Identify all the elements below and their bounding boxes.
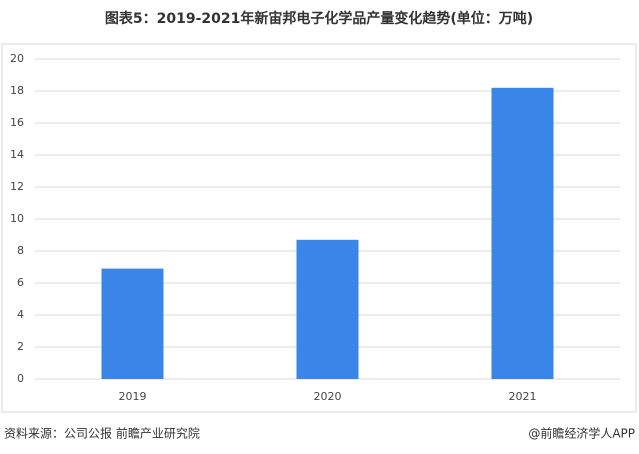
x-tick-label: 2019 bbox=[119, 390, 147, 403]
y-tick-label: 2 bbox=[17, 340, 24, 353]
x-tick-label: 2021 bbox=[509, 390, 537, 403]
source-note: 资料来源：公司公报 前瞻产业研究院 bbox=[4, 426, 200, 441]
y-tick-label: 4 bbox=[17, 308, 24, 321]
y-tick-label: 12 bbox=[10, 180, 24, 193]
y-tick-label: 18 bbox=[10, 84, 24, 97]
y-tick-label: 8 bbox=[17, 244, 24, 257]
plot-frame bbox=[1, 43, 637, 413]
x-tick-label: 2020 bbox=[314, 390, 342, 403]
y-tick-label: 14 bbox=[10, 148, 24, 161]
bar bbox=[491, 87, 554, 380]
chart-title: 图表5：2019-2021年新宙邦电子化学品产量变化趋势(单位：万吨) bbox=[105, 10, 533, 27]
y-tick-label: 0 bbox=[17, 372, 24, 385]
bar bbox=[296, 239, 359, 379]
y-tick-label: 16 bbox=[10, 116, 24, 129]
y-tick-label: 6 bbox=[17, 276, 24, 289]
y-tick-label: 20 bbox=[10, 52, 24, 65]
credit: @前瞻经济学人APP bbox=[528, 426, 635, 441]
bar bbox=[101, 268, 164, 379]
y-tick-label: 10 bbox=[10, 212, 24, 225]
